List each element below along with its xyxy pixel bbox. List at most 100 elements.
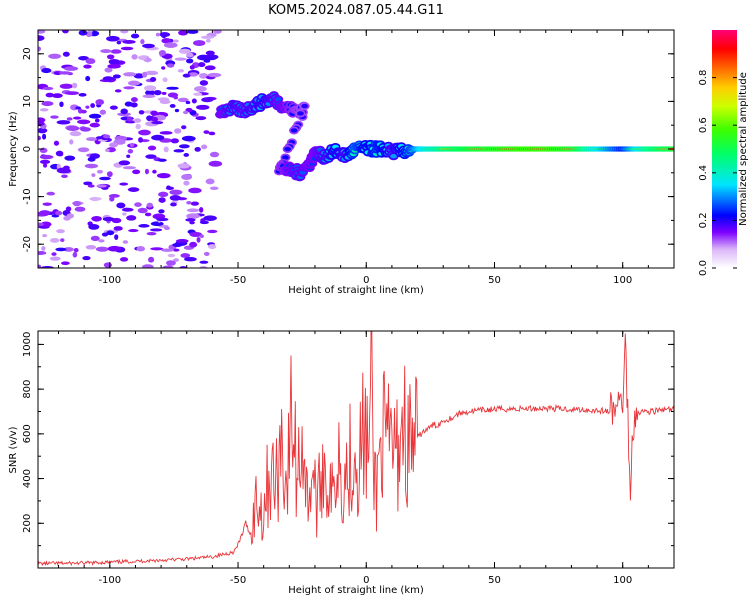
noise-blob: [181, 125, 187, 130]
noise-blob: [148, 256, 155, 263]
noise-blob: [152, 169, 157, 174]
y-tick-label: 200: [22, 514, 33, 533]
noise-blob: [88, 224, 100, 230]
noise-blob: [39, 210, 51, 216]
noise-blob: [136, 246, 145, 252]
noise-blob: [83, 181, 93, 186]
noise-blob: [110, 49, 122, 54]
noise-blob: [181, 174, 193, 180]
noise-blob: [56, 167, 71, 174]
y-tick-label: 600: [22, 424, 33, 443]
noise-blob: [78, 30, 88, 36]
noise-blob: [122, 166, 136, 170]
noise-blob: [145, 89, 155, 96]
noise-blob: [51, 252, 57, 256]
signal-core: [284, 146, 292, 152]
noise-blob: [203, 251, 210, 256]
noise-blob: [80, 127, 91, 132]
noise-blob: [163, 226, 170, 231]
noise-blob: [160, 32, 167, 39]
noise-blob: [41, 68, 52, 74]
noise-blob: [83, 64, 92, 69]
colorbar-gradient: [712, 30, 737, 268]
noise-blob: [95, 246, 109, 252]
y-tick-label: -10: [22, 188, 33, 204]
spectrogram-x-label: Height of straight line (km): [288, 285, 424, 296]
noise-blob: [150, 228, 163, 232]
colorbar-label: Normalized spectral amplitude: [738, 72, 749, 226]
noise-blob: [120, 108, 128, 115]
noise-blob: [72, 251, 78, 258]
noise-blob: [203, 215, 217, 221]
noise-blob: [102, 217, 115, 222]
y-tick-label: 0: [22, 146, 33, 152]
noise-blob: [157, 97, 170, 102]
noise-blob: [186, 52, 194, 58]
signal-core: [297, 111, 304, 116]
noise-blob: [157, 158, 167, 162]
noise-blob: [177, 97, 189, 103]
noise-blob: [198, 207, 204, 213]
x-tick-label: 50: [488, 275, 501, 286]
noise-blob: [183, 180, 190, 186]
noise-blob: [38, 264, 42, 268]
noise-blob: [161, 91, 167, 95]
signal-core: [282, 155, 289, 160]
noise-blob: [74, 206, 86, 212]
noise-blob: [77, 147, 90, 153]
noise-blob: [105, 148, 110, 152]
noise-blob: [116, 40, 122, 45]
noise-blob: [122, 212, 127, 216]
noise-blob: [130, 102, 138, 108]
noise-blob: [117, 112, 131, 117]
noise-blob: [58, 71, 72, 75]
snr-y-label: SNR (v/v): [8, 426, 19, 473]
noise-blob: [205, 50, 215, 56]
noise-blob: [194, 40, 205, 45]
noise-blob: [182, 110, 189, 115]
noise-blob: [169, 195, 181, 201]
noise-blob: [166, 86, 179, 90]
noise-blob: [114, 234, 119, 240]
noise-blob: [102, 76, 114, 82]
noise-blob: [186, 208, 200, 213]
noise-blob: [133, 118, 142, 123]
x-tick-label: 50: [488, 575, 501, 586]
y-tick-label: 800: [22, 380, 33, 399]
noise-blob: [183, 153, 190, 157]
noise-blob: [112, 74, 121, 79]
noise-blob: [145, 70, 159, 76]
noise-blob: [122, 207, 130, 211]
noise-blob: [108, 58, 120, 65]
noise-blob: [196, 236, 201, 243]
colorbar-tick-label: 0.0: [698, 260, 709, 276]
noise-blob: [208, 131, 216, 136]
x-tick-label: -100: [98, 575, 121, 586]
noise-blob: [145, 56, 150, 63]
noise-blob: [99, 109, 107, 115]
noise-blob: [138, 110, 145, 115]
noise-blob: [85, 58, 96, 65]
noise-blob: [69, 139, 74, 145]
noise-blob: [109, 105, 118, 110]
noise-blob: [189, 231, 203, 237]
noise-blob: [96, 184, 107, 188]
snr-panel: -100 -50 0 50 100 200 400 600 800 1000 Height of…: [8, 330, 675, 596]
noise-blob: [178, 48, 191, 54]
noise-blob: [207, 72, 222, 78]
noise-blob: [72, 82, 78, 89]
noise-blob: [77, 119, 91, 125]
noise-blob: [123, 86, 135, 90]
noise-blob: [41, 133, 47, 140]
noise-blob: [66, 125, 80, 131]
noise-blob: [82, 256, 91, 261]
noise-blob: [191, 98, 197, 104]
noise-blob: [122, 39, 136, 44]
noise-blob: [43, 163, 48, 168]
noise-blob: [177, 163, 190, 169]
noise-blob: [167, 253, 176, 258]
noise-blob: [204, 56, 217, 61]
noise-blob: [102, 134, 111, 139]
colorbar-tick-label: 0.6: [698, 117, 709, 133]
noise-blob: [55, 150, 64, 157]
